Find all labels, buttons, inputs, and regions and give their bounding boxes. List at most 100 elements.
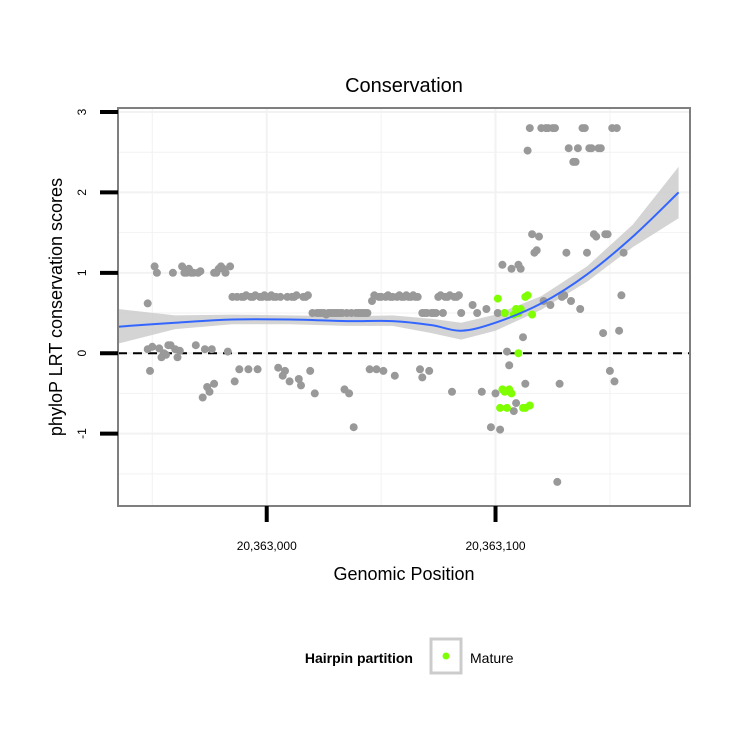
data-point [292,291,301,300]
data-point [173,353,182,362]
chart-title: Conservation [345,75,463,97]
data-point [532,246,541,255]
data-point [191,341,200,350]
data-point [221,268,230,277]
data-point [551,124,559,133]
data-point [196,267,205,276]
data-point [285,377,294,386]
data-point-mature [496,403,505,412]
data-point [505,361,514,370]
data-point-mature [500,309,509,317]
y-tick-label: 3 [75,108,89,115]
data-point [560,291,569,300]
data-point [564,144,573,153]
data-point [223,347,232,356]
data-point [523,146,532,155]
y-axis: -1 0 1 2 3 [75,108,118,439]
data-point [491,389,500,398]
data-point-mature [523,291,532,300]
data-point [198,393,207,402]
data-point [493,309,502,317]
data-point [571,157,580,166]
data-point [162,350,170,359]
data-point [587,144,596,153]
data-point [372,365,381,374]
data-point [528,230,537,239]
data-point-mature [525,401,534,410]
data-point [150,262,159,271]
data-point [175,346,184,355]
x-axis: 20,363,000 20,363,100 [237,506,526,553]
data-point [274,363,283,372]
data-point [200,345,209,354]
panel-border [117,107,691,507]
data-point [580,124,589,133]
data-point [235,365,244,374]
y-tick-label: 2 [75,189,89,196]
data-point [525,124,534,133]
data-point [496,425,505,434]
x-tick-label: 20,363,000 [237,539,297,553]
data-point-mature [493,294,502,303]
data-point [599,329,608,338]
data-point [207,345,216,354]
y-tick-label: -1 [75,428,89,439]
data-point [486,423,495,432]
data-point-mature [503,403,511,412]
data-point [482,305,491,313]
data-point [303,291,312,300]
data-point-mature [528,310,537,319]
data-point [457,309,466,317]
data-point-mature [514,349,523,358]
data-point [503,347,511,356]
data-point [345,389,354,398]
smooth-line-layer [117,191,680,332]
data-point [612,124,621,133]
data-point [297,381,305,390]
data-point [425,366,434,375]
legend: Hairpin partition Mature [305,637,514,675]
data-point [477,387,486,396]
data-point-mature [516,305,525,313]
data-point [507,264,516,273]
data-point [432,309,440,317]
data-point [605,366,614,375]
data-point [454,291,463,300]
y-tick-label: 1 [75,269,89,276]
y-tick-label: 0 [75,350,89,357]
data-point [619,248,628,257]
data-point [230,377,239,386]
data-point [306,366,315,375]
data-point [438,309,447,317]
data-point [603,230,612,239]
legend-key-mature [442,652,450,660]
data-point [178,262,187,271]
data-point [244,365,253,374]
x-tick-label: 20,363,100 [465,539,525,553]
data-point [512,399,521,408]
data-point [573,144,582,153]
data-point [418,373,427,382]
data-point [519,333,527,342]
data-point [567,297,575,305]
data-point [281,366,289,375]
data-point [416,365,424,374]
data-point [365,365,374,374]
data-point [509,407,518,416]
data-point [146,366,154,375]
data-point [592,232,601,241]
data-point [210,379,219,388]
data-point [473,309,482,317]
points-layer [143,124,628,486]
y-axis-label: phyloP LRT conservation scores [46,178,66,436]
data-point [253,365,262,374]
data-point [349,423,358,432]
data-point [553,477,562,486]
data-point [498,260,507,269]
data-point [168,268,177,277]
data-point [363,309,372,317]
confidence-band-layer [118,166,679,344]
data-point-mature [507,389,516,398]
data-point [546,301,555,309]
data-point [310,389,319,398]
